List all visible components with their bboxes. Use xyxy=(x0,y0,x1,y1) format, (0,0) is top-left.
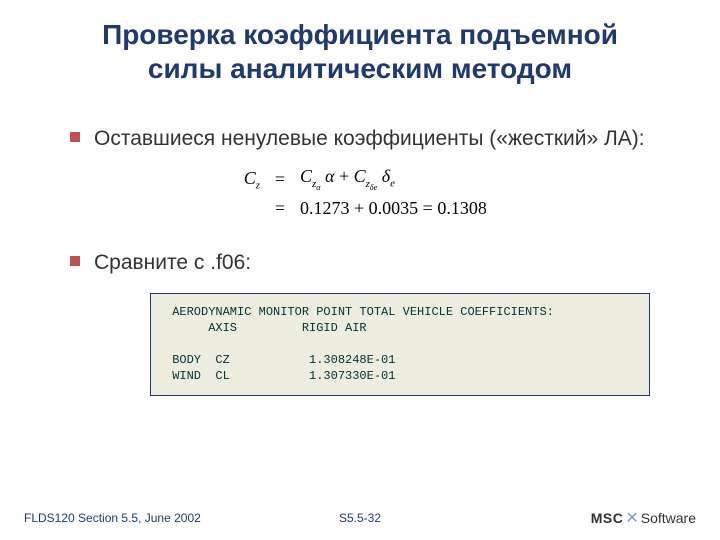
code-output-box: AERODYNAMIC MONITOR POINT TOTAL VEHICLE … xyxy=(150,293,650,396)
equation-row-1: Cz = Czα α + Czδe δe xyxy=(220,166,650,192)
footer-center: S5.5-32 xyxy=(339,511,381,525)
code-line-2: AXIS RIGID AIR xyxy=(165,321,367,335)
equation-row-2: = 0.1273 + 0.0035 = 0.1308 xyxy=(220,198,650,219)
equation-rhs-1: Czα α + Czδe δe xyxy=(300,166,395,192)
footer-left: FLDS120 Section 5.5, June 2002 xyxy=(24,511,201,525)
equation-lhs: Cz xyxy=(220,168,260,192)
code-line-5: WIND CL 1.307330E-01 xyxy=(165,369,395,383)
title-line-1: Проверка коэффициента подъемной xyxy=(0,18,720,52)
code-line-4: BODY CZ 1.308248E-01 xyxy=(165,353,395,367)
content-area: Оставшиеся ненулевые коэффициенты («жест… xyxy=(0,85,720,395)
equals-sign: = xyxy=(260,169,300,190)
bullet-item-1: Оставшиеся ненулевые коэффициенты («жест… xyxy=(70,125,650,152)
slide-title: Проверка коэффициента подъемной силы ана… xyxy=(0,0,720,85)
code-line-1: AERODYNAMIC MONITOR POINT TOTAL VEHICLE … xyxy=(165,305,554,319)
equation-block: Cz = Czα α + Czδe δe = 0.1273 + 0.0035 =… xyxy=(220,166,650,219)
title-line-2: силы аналитическим методом xyxy=(0,52,720,86)
equation-rhs-2: 0.1273 + 0.0035 = 0.1308 xyxy=(300,198,487,219)
equals-sign-2: = xyxy=(260,198,300,219)
bullet-marker-icon xyxy=(70,132,80,142)
logo-text-msc: MSC xyxy=(591,510,624,526)
logo-swoosh-icon: ✕ xyxy=(625,508,638,528)
bullet-item-2: Сравните с .f06: xyxy=(70,249,650,276)
logo-text-software: Software xyxy=(641,510,696,526)
bullet-text-2: Сравните с .f06: xyxy=(94,249,251,276)
slide-footer: FLDS120 Section 5.5, June 2002 S5.5-32 M… xyxy=(0,508,720,528)
bullet-text-1: Оставшиеся ненулевые коэффициенты («жест… xyxy=(94,125,645,152)
footer-logo: MSC ✕ Software xyxy=(591,508,696,528)
bullet-marker-icon xyxy=(70,256,80,266)
